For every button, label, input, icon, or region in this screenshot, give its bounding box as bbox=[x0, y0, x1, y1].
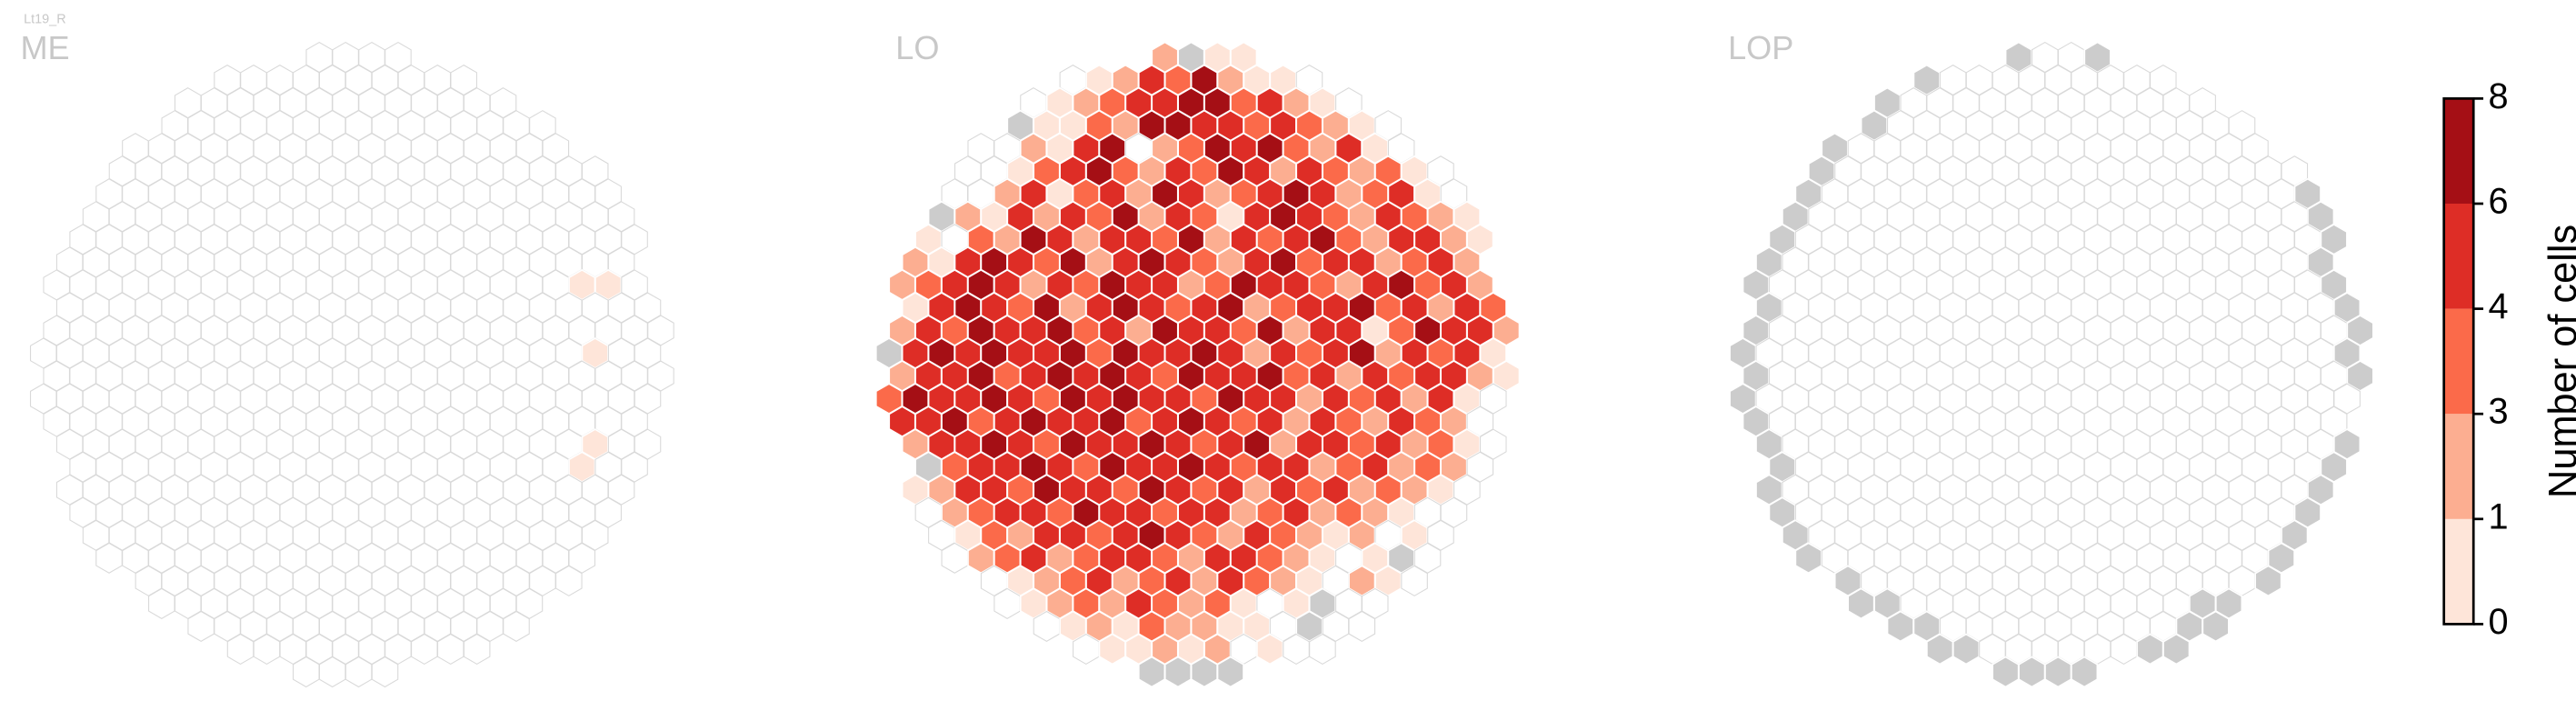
hex-cell bbox=[1886, 610, 1914, 643]
hex-cell bbox=[2044, 656, 2072, 688]
hex-cell bbox=[2071, 656, 2099, 688]
hex-cell bbox=[1401, 565, 1428, 596]
hex-cell bbox=[1348, 610, 1376, 642]
hex-cell bbox=[555, 565, 583, 596]
hex-cell bbox=[1794, 542, 1822, 575]
panel-title: LOP bbox=[1728, 29, 1793, 66]
colorbar-tick-label: 6 bbox=[2488, 181, 2508, 221]
hex-cell bbox=[1190, 656, 1218, 688]
colorbar-label: Number of cells bbox=[2541, 225, 2576, 498]
hex-cell bbox=[463, 633, 491, 666]
hex-cell bbox=[1926, 633, 1954, 666]
panel-title: ME bbox=[20, 29, 69, 66]
colorbar-tick-label: 8 bbox=[2488, 76, 2508, 116]
colorbar-segment bbox=[2443, 308, 2474, 415]
hex-cell bbox=[1952, 633, 1981, 666]
colorbar-tick-label: 0 bbox=[2488, 602, 2508, 642]
panel-title: LO bbox=[895, 29, 939, 66]
hex-cell bbox=[2136, 633, 2164, 666]
colorbar-tick-label: 4 bbox=[2488, 286, 2508, 326]
hex-cell bbox=[1138, 656, 1166, 688]
hex-cell bbox=[2254, 565, 2282, 597]
colorbar-segment bbox=[2443, 414, 2474, 519]
colorbar-segment bbox=[2443, 203, 2474, 309]
colorbar-tick-label: 3 bbox=[2488, 392, 2508, 432]
figure-label: Lt19_R bbox=[24, 12, 66, 26]
hex-cell bbox=[1256, 633, 1284, 666]
colorbar-tick-label: 1 bbox=[2488, 496, 2508, 536]
hex-cell bbox=[2202, 610, 2230, 643]
hex-cell bbox=[2162, 633, 2191, 666]
hex-cell bbox=[1309, 633, 1336, 666]
hex-cell bbox=[503, 610, 530, 642]
hex-cell bbox=[2018, 656, 2046, 688]
hex-cell bbox=[371, 656, 399, 688]
hex-cell bbox=[1163, 656, 1193, 688]
colorbar-frame bbox=[2442, 97, 2475, 626]
hex-cell bbox=[1992, 656, 2020, 688]
colorbar-segment bbox=[2443, 98, 2474, 204]
hex-cell bbox=[1847, 587, 1875, 620]
hex-cell bbox=[1098, 633, 1126, 666]
colorbar-segment bbox=[2443, 518, 2474, 625]
hex-cell bbox=[1216, 656, 1244, 688]
